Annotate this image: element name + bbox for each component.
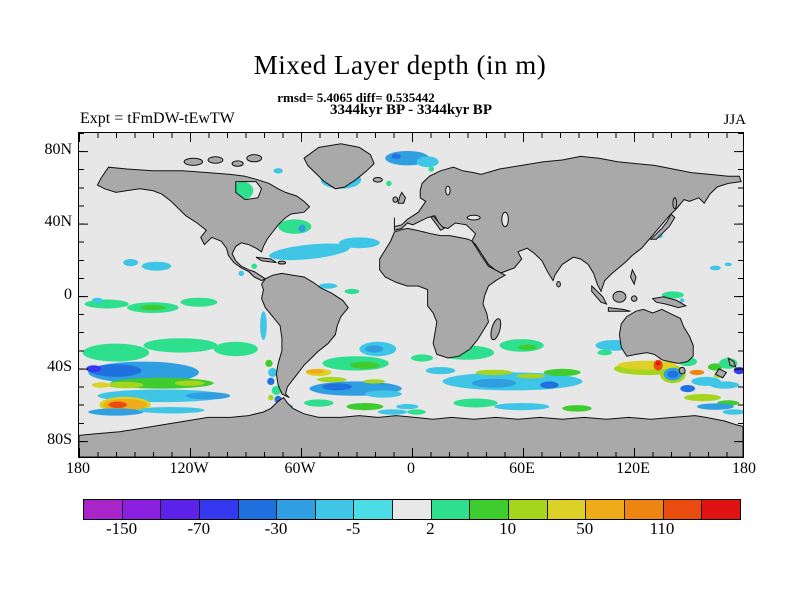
colorbar-cell: [393, 500, 432, 519]
africa: [380, 228, 505, 358]
anomaly-blobs: [82, 151, 743, 416]
sakhalin: [673, 198, 677, 209]
lon-axis-label: 60W: [284, 460, 316, 477]
black-sea: [467, 215, 480, 220]
java: [608, 308, 630, 312]
lat-axis-label: 80S: [47, 431, 72, 448]
ireland: [393, 197, 398, 202]
arctic-island: [247, 155, 262, 162]
colorbar-tick-label: -150: [106, 519, 138, 538]
arctic-island: [208, 157, 223, 163]
colorbar-cell: [624, 500, 664, 519]
sumatra: [592, 286, 607, 304]
lon-axis-label: 120W: [169, 460, 209, 477]
colorbar-tick-label: -70: [187, 519, 211, 538]
colorbar-cell: [354, 500, 394, 519]
greenland: [304, 144, 374, 189]
lat-axis-label: 80N: [44, 141, 72, 158]
colorbar-cell: [470, 500, 510, 519]
colorbar-cell: [586, 500, 625, 519]
south-america: [262, 273, 349, 397]
hispaniola: [278, 261, 285, 264]
lon-axis-label: 60E: [509, 460, 535, 477]
colorbar-cell: [199, 500, 239, 519]
colorbar: [83, 499, 741, 520]
japan: [651, 214, 675, 239]
lon-axis-label: 180: [732, 460, 756, 477]
colorbar-cell: [431, 500, 471, 519]
plot-title: Mixed Layer depth (in m): [253, 50, 547, 80]
experiment-label: Expt = tFmDW-tEwTW: [80, 110, 235, 127]
stats-label: rmsd= 5.4065 diff= 0.535442: [277, 90, 435, 105]
iceland: [373, 177, 382, 182]
philippines: [630, 270, 636, 284]
season-label: JJA: [723, 112, 746, 128]
italy: [431, 216, 444, 230]
australia: [619, 309, 693, 363]
period-label: 3344kyr BP - 3344kyr BP: [330, 102, 492, 118]
lon-axis-label: 0: [407, 460, 415, 477]
colorbar-cell: [122, 500, 162, 519]
new-guinea: [653, 297, 686, 308]
lon-axis-label: 180: [66, 460, 90, 477]
lat-axis-label: 40N: [44, 213, 72, 230]
colorbar-tick-label: 50: [576, 519, 594, 538]
colorbar-tick-label: -5: [346, 519, 361, 538]
borneo: [613, 291, 626, 302]
map-plot: [78, 132, 744, 458]
lat-axis-label: 40S: [47, 358, 72, 375]
inland-seas: [446, 186, 509, 227]
tasmania: [679, 367, 685, 373]
colorbar-tick-label: -30: [264, 519, 288, 538]
colorbar-cell: [84, 500, 123, 519]
britain: [398, 192, 405, 203]
world-map-svg: [79, 133, 743, 457]
madagascar: [489, 318, 503, 341]
colorbar-cell: [663, 500, 703, 519]
sulawesi: [631, 296, 637, 301]
baltic-sea: [446, 186, 450, 195]
continents: [79, 144, 743, 457]
arctic-island: [232, 161, 243, 166]
cuba: [256, 257, 276, 262]
colorbar-cell: [547, 500, 587, 519]
colorbar-cell: [702, 500, 740, 519]
new-zealand-south: [715, 369, 726, 378]
colorbar-tick-label: 2: [426, 519, 435, 538]
arctic-island: [184, 158, 202, 165]
lat-axis-label: 0: [64, 286, 72, 303]
antarctica: [79, 398, 743, 457]
caspian-sea: [502, 212, 509, 226]
north-america: [97, 167, 309, 280]
colorbar-tick-label: 110: [649, 519, 675, 538]
colorbar-cell: [509, 500, 548, 519]
colorbar-cell: [161, 500, 200, 519]
sri-lanka: [557, 282, 561, 287]
lon-axis-label: 120E: [616, 460, 650, 477]
colorbar-cell: [277, 500, 316, 519]
colorbar-tick-label: 10: [499, 519, 517, 538]
colorbar-cell: [315, 500, 355, 519]
colorbar-cell: [238, 500, 278, 519]
